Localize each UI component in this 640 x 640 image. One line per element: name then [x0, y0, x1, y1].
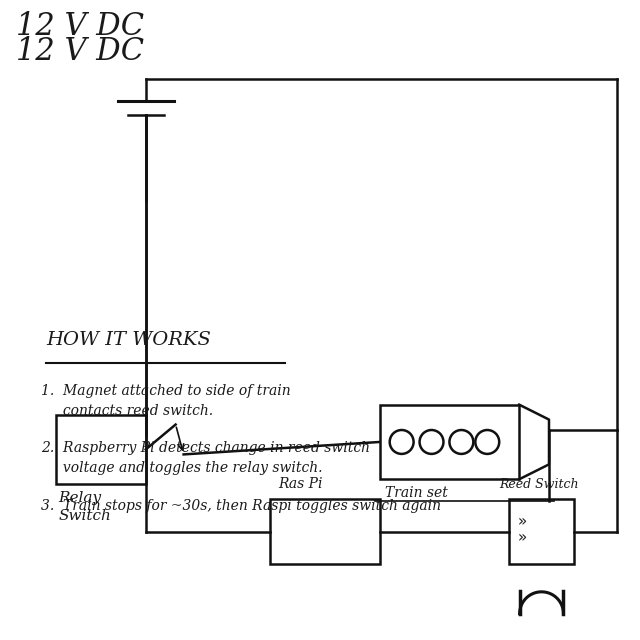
Text: contacts reed switch.: contacts reed switch.	[41, 404, 213, 417]
Bar	[270, 499, 380, 564]
Text: 12 V DC: 12 V DC	[17, 36, 145, 67]
Text: voltage and toggles the relay switch.: voltage and toggles the relay switch.	[41, 461, 323, 476]
Text: »: »	[517, 515, 526, 529]
Bar	[56, 415, 146, 484]
Text: Relay: Relay	[58, 492, 101, 505]
Text: »: »	[517, 531, 526, 545]
Text: Train set: Train set	[385, 486, 447, 500]
Text: 12 V DC: 12 V DC	[17, 12, 145, 42]
Text: Switch: Switch	[58, 509, 111, 523]
Text: 3.  Train stops for ~30s, then Raspi toggles switch again: 3. Train stops for ~30s, then Raspi togg…	[41, 499, 441, 513]
Bar	[509, 499, 574, 564]
Text: HOW IT WORKS: HOW IT WORKS	[46, 331, 211, 349]
Bar	[380, 404, 519, 479]
Text: 2.  Raspberry Pi detects change in reed switch: 2. Raspberry Pi detects change in reed s…	[41, 442, 370, 456]
Text: Reed Switch: Reed Switch	[499, 478, 579, 492]
Text: 1.  Magnet attached to side of train: 1. Magnet attached to side of train	[41, 383, 291, 397]
Text: Ras Pi: Ras Pi	[278, 477, 323, 492]
